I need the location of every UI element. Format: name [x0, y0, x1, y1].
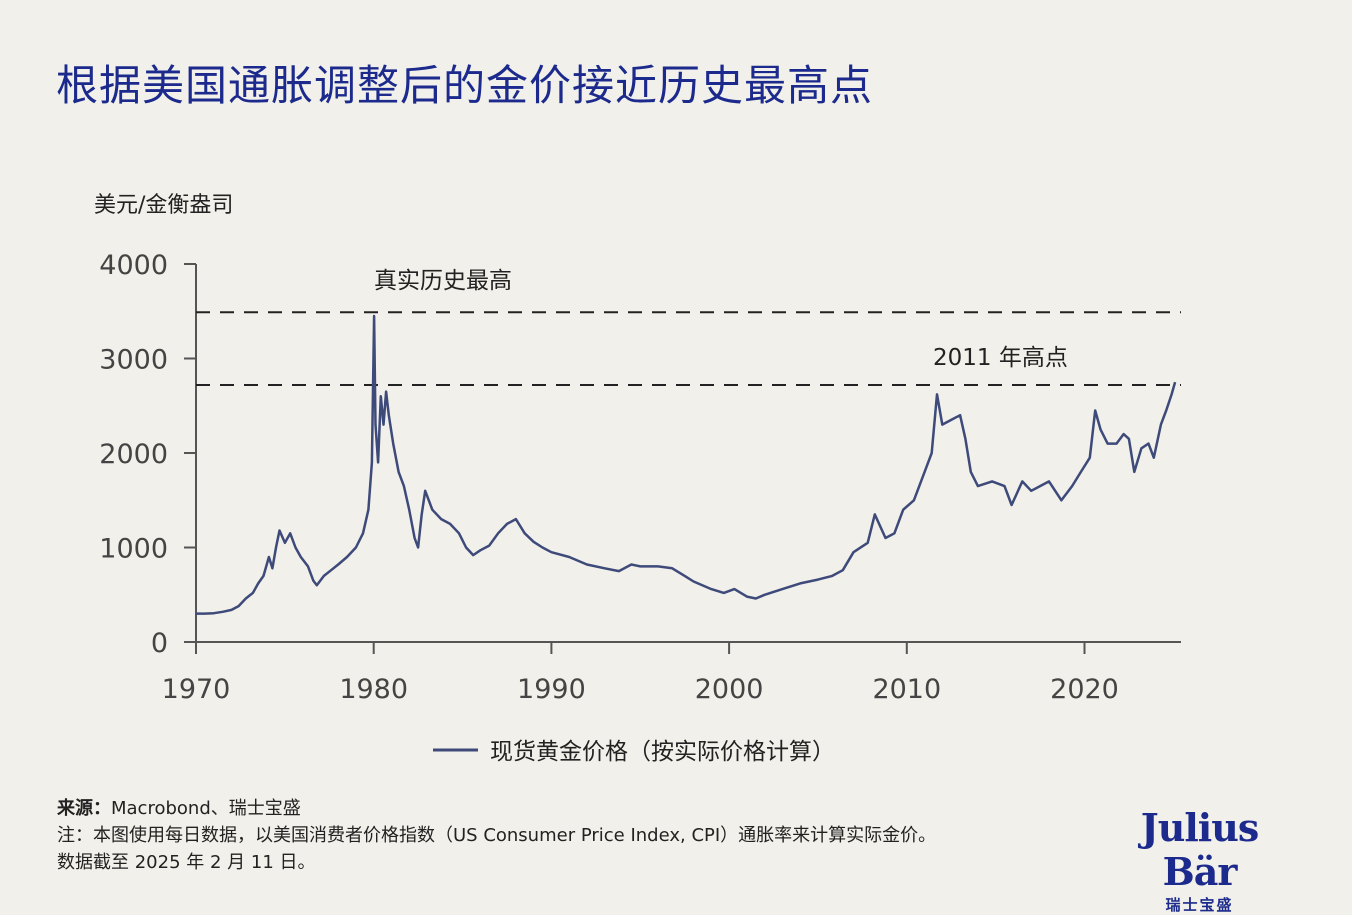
- date-line: 数据截至 2025 年 2 月 11 日。: [57, 852, 316, 873]
- reference-lines: 真实历史最高 2011 年高点: [196, 268, 1181, 386]
- y-tick-label: 3000: [99, 345, 168, 376]
- source-text: Macrobond、瑞士宝盛: [111, 798, 301, 819]
- x-tick-label: 2000: [695, 674, 764, 705]
- source-line: 来源：Macrobond、瑞士宝盛: [57, 795, 936, 822]
- page-title: 根据美国通胀调整后的金价接近历史最高点: [56, 61, 874, 110]
- x-tick-label: 2010: [872, 674, 941, 705]
- y-tick-label: 1000: [99, 534, 168, 565]
- notes: 来源：Macrobond、瑞士宝盛 注：本图使用每日数据，以美国消费者价格指数（…: [57, 795, 936, 876]
- series-group: [196, 314, 1177, 615]
- reference-line-label: 2011 年高点: [933, 345, 1068, 371]
- y-tick-label: 0: [151, 628, 168, 659]
- axes: 0 1000 2000 3000 4000 1970 1980 1990 2000 2010 202…: [99, 250, 1181, 705]
- x-tick-label: 1970: [162, 674, 231, 705]
- legend: 现货黄金价格（按实际价格计算）: [433, 739, 835, 765]
- reference-line-label: 真实历史最高: [374, 268, 512, 294]
- logo-main: Julius Bär: [1140, 805, 1260, 894]
- logo-sub: 瑞士宝盛: [1165, 896, 1234, 914]
- series-line: [196, 314, 1177, 615]
- note-line: 注：本图使用每日数据，以美国消费者价格指数（US Consumer Price …: [57, 825, 937, 846]
- julius-baer-logo: Julius Bär 瑞士宝盛: [1102, 806, 1297, 915]
- y-tick-label: 4000: [99, 250, 168, 281]
- source-label: 来源：: [57, 798, 111, 819]
- x-tick-label: 1990: [517, 674, 586, 705]
- y-tick-label: 2000: [99, 439, 168, 470]
- x-tick-label: 2020: [1050, 674, 1119, 705]
- y-axis-label: 美元/金衡盎司: [94, 193, 233, 218]
- x-tick-label: 1980: [339, 674, 408, 705]
- legend-label: 现货黄金价格（按实际价格计算）: [490, 739, 835, 765]
